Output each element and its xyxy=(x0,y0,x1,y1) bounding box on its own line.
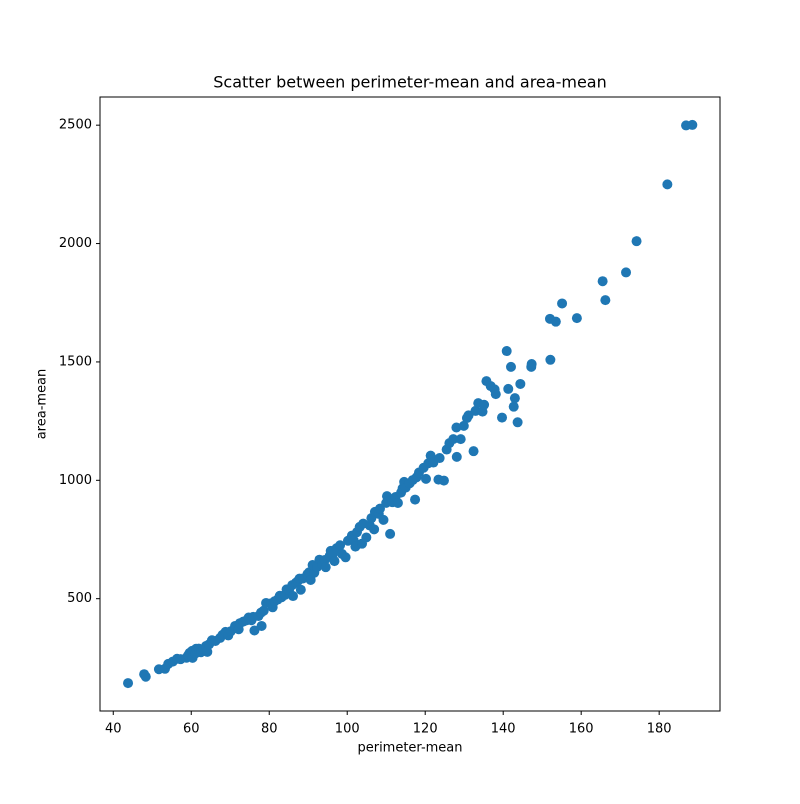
point xyxy=(385,528,396,539)
point xyxy=(503,383,514,394)
point xyxy=(256,620,267,631)
point xyxy=(434,453,445,464)
point xyxy=(123,678,134,689)
point xyxy=(550,316,561,327)
point xyxy=(288,591,299,602)
point xyxy=(468,446,479,457)
point xyxy=(571,313,582,324)
point xyxy=(508,401,519,412)
y-tick-label: 2000 xyxy=(59,236,92,251)
point xyxy=(597,276,608,287)
y-tick-label: 1000 xyxy=(59,473,92,488)
point xyxy=(631,236,642,247)
point xyxy=(455,434,466,445)
point xyxy=(545,354,556,365)
point xyxy=(295,584,306,595)
plot-frame xyxy=(99,96,721,712)
x-tick-label: 160 xyxy=(569,722,594,737)
point xyxy=(438,475,449,486)
point xyxy=(501,346,512,357)
point xyxy=(557,298,568,309)
x-tick-label: 80 xyxy=(261,722,278,737)
point xyxy=(320,562,331,573)
x-tick-label: 40 xyxy=(105,722,122,737)
point xyxy=(392,497,403,508)
point xyxy=(662,179,673,190)
point xyxy=(335,540,346,551)
point xyxy=(621,267,632,278)
point xyxy=(497,412,508,423)
point xyxy=(687,119,698,130)
y-axis-label: area-mean xyxy=(35,369,50,440)
x-tick-label: 100 xyxy=(335,722,360,737)
x-tick-label: 60 xyxy=(183,722,200,737)
point xyxy=(512,417,523,428)
point xyxy=(458,420,469,431)
chart-title: Scatter between perimeter-mean and area-… xyxy=(213,73,606,92)
point xyxy=(340,552,351,563)
y-tick-label: 500 xyxy=(67,591,92,606)
x-tick-label: 180 xyxy=(647,722,672,737)
point xyxy=(505,361,516,372)
point xyxy=(410,494,421,505)
point xyxy=(600,295,611,306)
point xyxy=(515,378,526,389)
point xyxy=(369,524,380,535)
point xyxy=(479,399,490,410)
point xyxy=(258,605,269,616)
point xyxy=(140,671,151,682)
point xyxy=(451,451,462,462)
point xyxy=(249,625,260,636)
point xyxy=(361,532,372,543)
point xyxy=(202,646,213,657)
y-tick-label: 2500 xyxy=(59,118,92,133)
x-axis-label: perimeter-mean xyxy=(357,741,462,756)
x-tick-label: 120 xyxy=(413,722,438,737)
point xyxy=(329,556,340,567)
point xyxy=(378,514,389,525)
point xyxy=(420,473,431,484)
y-tick-label: 1500 xyxy=(59,354,92,369)
point xyxy=(526,359,537,370)
point xyxy=(490,389,501,400)
point xyxy=(509,393,520,404)
x-tick-label: 140 xyxy=(491,722,516,737)
point xyxy=(448,434,459,445)
